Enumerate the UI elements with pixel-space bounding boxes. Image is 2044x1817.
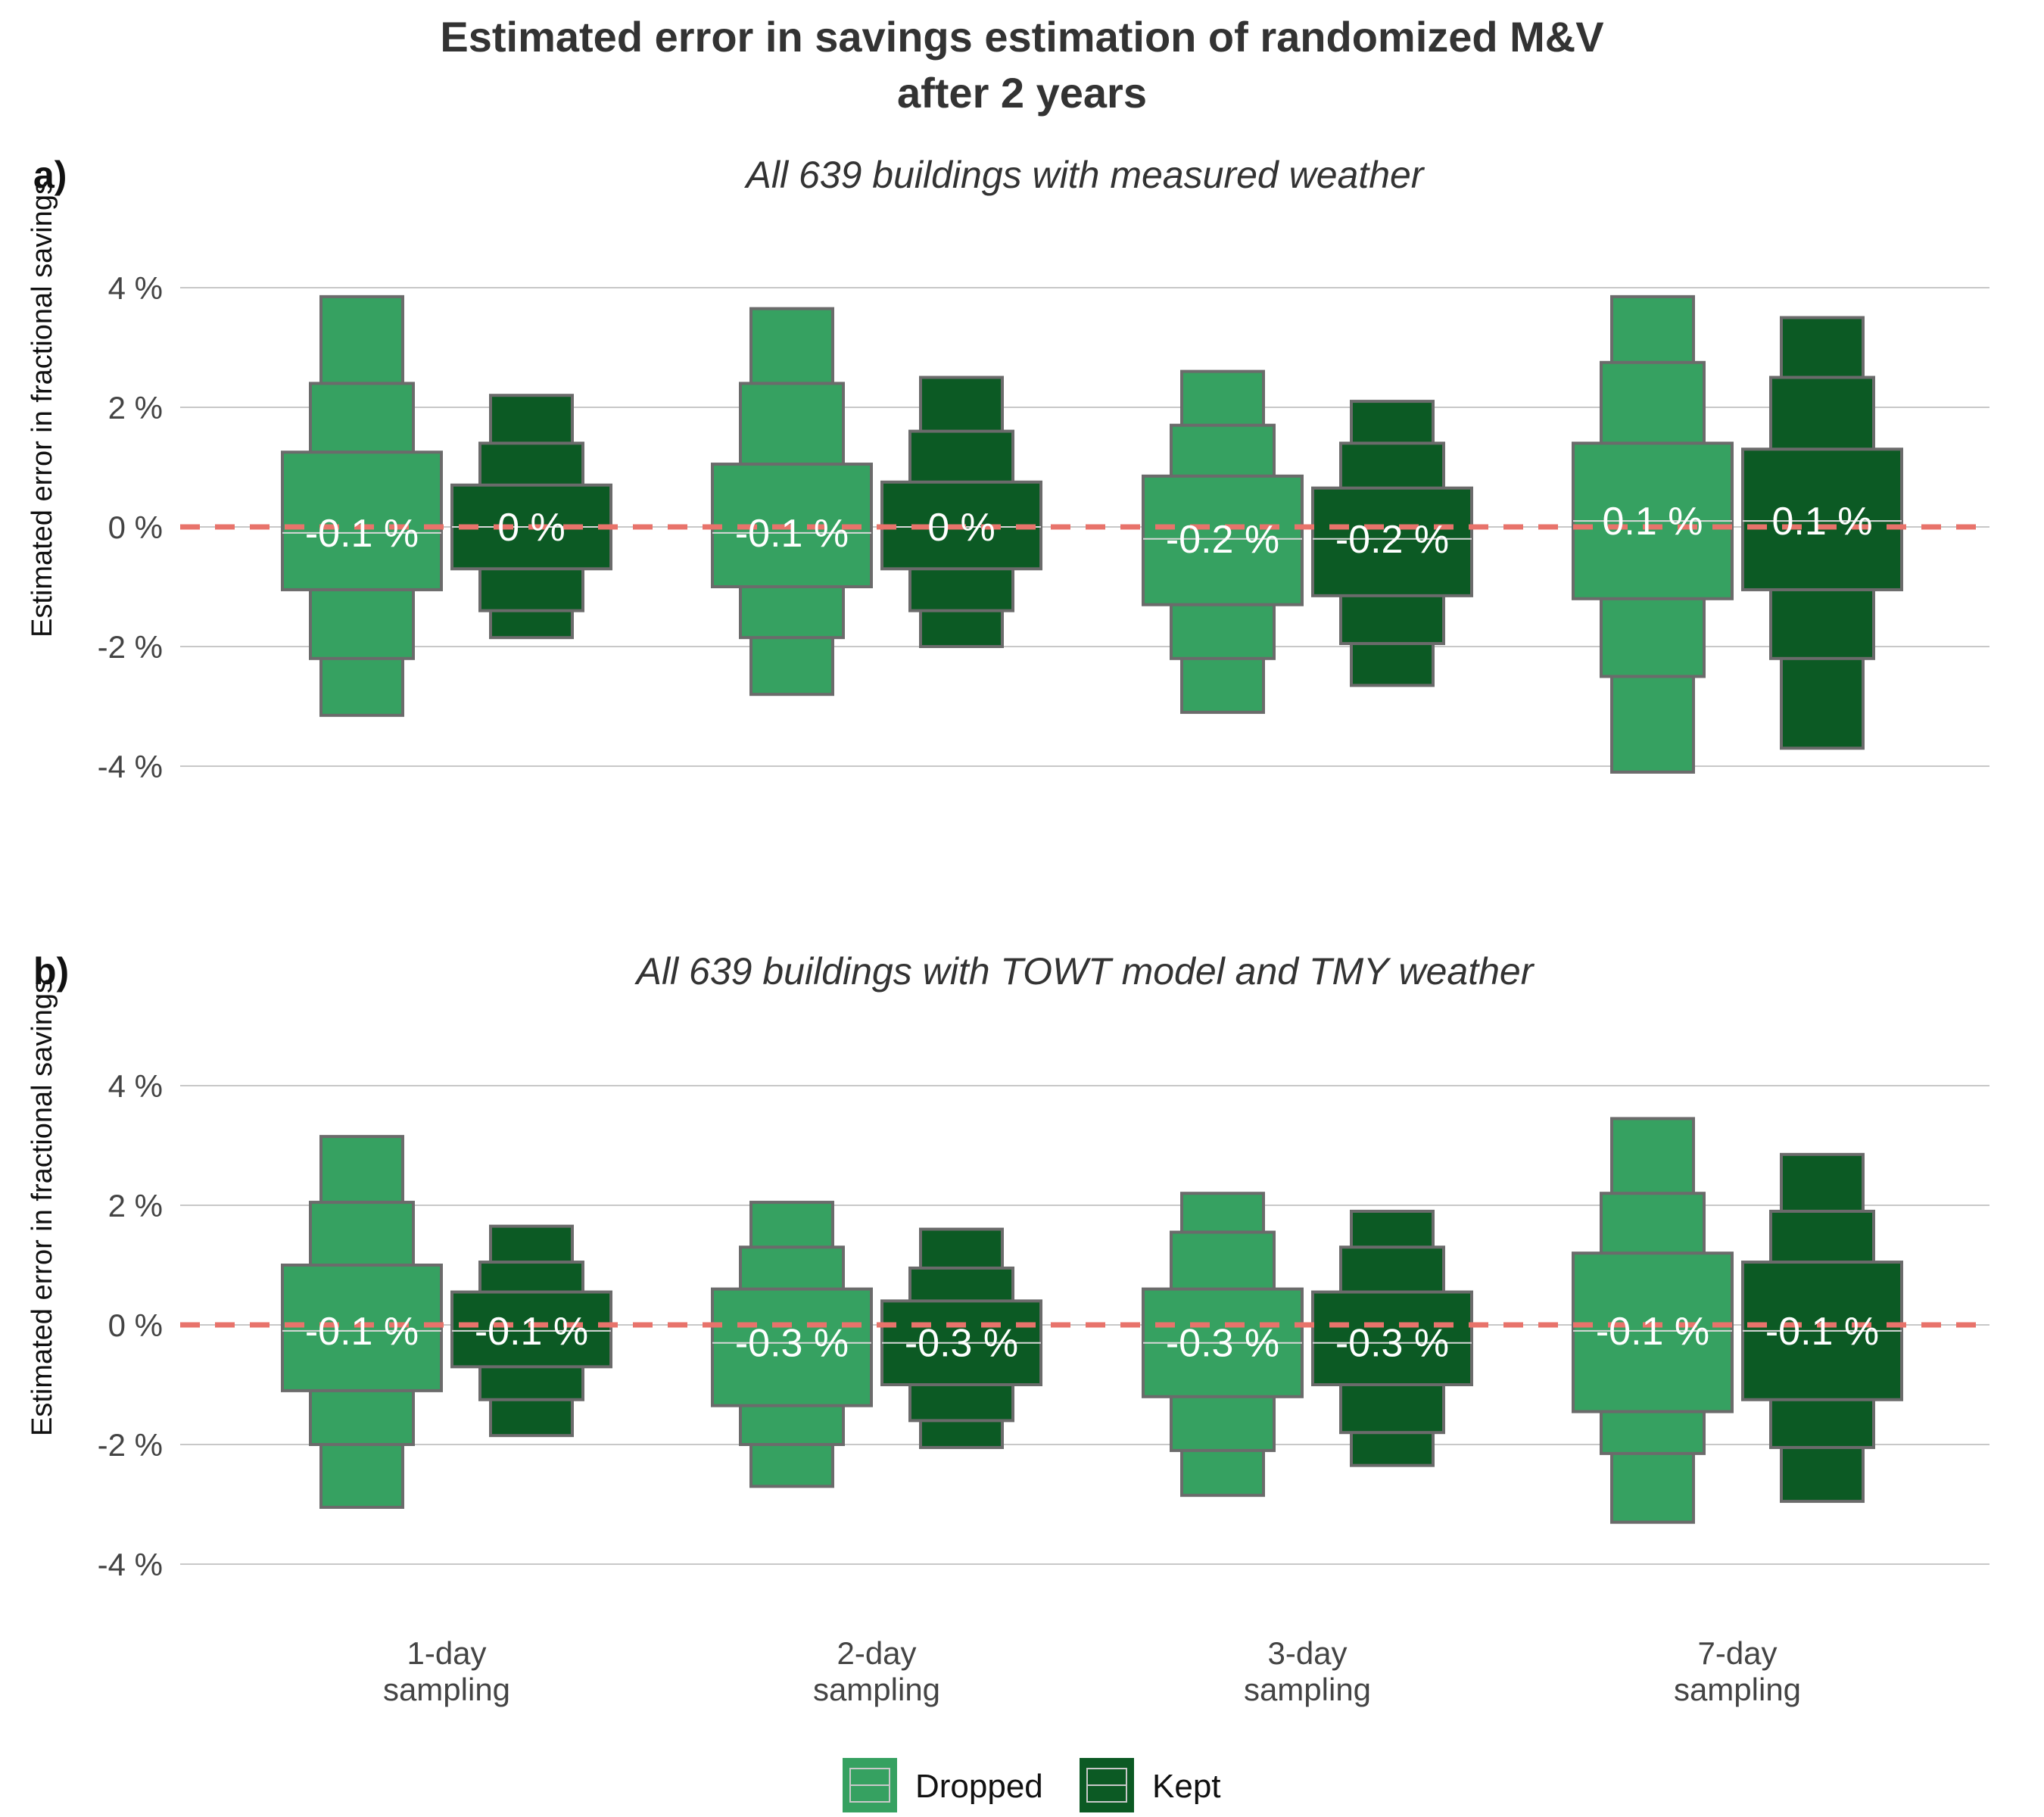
y-tick-label: -2 % bbox=[98, 1427, 163, 1463]
box-dropped-1 bbox=[281, 295, 443, 717]
box-level-1 bbox=[281, 1264, 443, 1392]
y-axis-label: Estimated error in fractional savings bbox=[26, 979, 58, 1436]
median-label: -0.2 % bbox=[1335, 518, 1449, 562]
box-level-1 bbox=[1311, 486, 1473, 597]
x-category-label: 1-day bbox=[407, 1635, 486, 1671]
y-tick-label: 4 % bbox=[108, 270, 163, 306]
box-kept-1 bbox=[450, 1224, 612, 1438]
chart-title-line2: after 2 years bbox=[897, 69, 1147, 117]
box-level-1 bbox=[450, 1290, 612, 1369]
y-tick-label: 2 % bbox=[108, 1188, 163, 1223]
median-label: 0 % bbox=[497, 506, 566, 550]
box-level-1 bbox=[1142, 474, 1304, 606]
box-dropped-2 bbox=[711, 1201, 873, 1488]
box-dropped-2 bbox=[711, 307, 873, 697]
box-kept-2 bbox=[880, 1227, 1042, 1449]
median-label: -0.1 % bbox=[305, 512, 419, 556]
median-label: -0.3 % bbox=[1166, 1322, 1279, 1366]
box-kept-3 bbox=[1311, 1209, 1473, 1467]
box-level-1 bbox=[711, 1287, 873, 1407]
panel-tag: b) bbox=[33, 950, 69, 993]
legend-swatch-dropped bbox=[843, 1758, 897, 1812]
median-label: -0.3 % bbox=[905, 1322, 1018, 1366]
chart-panel-b: b) All 639 buildings with TOWT model and … bbox=[26, 950, 1989, 1582]
y-tick-label: -4 % bbox=[98, 749, 163, 784]
box-dropped-1 bbox=[281, 1135, 443, 1509]
box-dropped-4 bbox=[1572, 295, 1734, 774]
panel-subtitle: All 639 buildings with TOWT model and TM… bbox=[634, 950, 1535, 993]
y-tick-label: -4 % bbox=[98, 1547, 163, 1582]
panel-subtitle: All 639 buildings with measured weather bbox=[744, 154, 1426, 196]
median-label: -0.2 % bbox=[1166, 518, 1279, 562]
box-kept-4 bbox=[1741, 1152, 1903, 1504]
chart-title-line1: Estimated error in savings estimation of… bbox=[440, 13, 1603, 61]
median-label: -0.1 % bbox=[305, 1310, 419, 1354]
box-dropped-3 bbox=[1142, 369, 1304, 714]
median-label: -0.3 % bbox=[735, 1322, 849, 1366]
y-axis-label: Estimated error in fractional savings bbox=[26, 180, 58, 637]
y-tick-label: 2 % bbox=[108, 390, 163, 425]
x-category-label: sampling bbox=[383, 1672, 510, 1707]
panels: a) All 639 buildings with measured weathe… bbox=[26, 154, 1989, 1707]
y-tick-label: -2 % bbox=[98, 629, 163, 665]
box-dropped-3 bbox=[1142, 1192, 1304, 1498]
median-label: -0.1 % bbox=[1765, 1310, 1879, 1354]
median-label: -0.1 % bbox=[475, 1310, 588, 1354]
x-category-label: 3-day bbox=[1267, 1635, 1347, 1671]
median-label: 0.1 % bbox=[1772, 500, 1873, 544]
legend-swatch-kept bbox=[1080, 1758, 1134, 1812]
box-level-1 bbox=[1741, 447, 1903, 591]
x-category-label: sampling bbox=[1674, 1672, 1801, 1707]
y-tick-label: 4 % bbox=[108, 1068, 163, 1104]
x-category-label: 7-day bbox=[1697, 1635, 1777, 1671]
panel-tag: a) bbox=[33, 154, 67, 196]
median-label: -0.1 % bbox=[735, 512, 849, 556]
legend: Dropped Kept bbox=[843, 1758, 1221, 1812]
median-label: -0.3 % bbox=[1335, 1322, 1449, 1366]
chart-panel-a: a) All 639 buildings with measured weathe… bbox=[26, 154, 1989, 784]
x-category-label: sampling bbox=[813, 1672, 940, 1707]
y-tick-label: 0 % bbox=[108, 1307, 163, 1343]
y-tick-label: 0 % bbox=[108, 510, 163, 545]
median-label: -0.1 % bbox=[1596, 1310, 1709, 1354]
median-label: 0.1 % bbox=[1603, 500, 1703, 544]
box-level-1 bbox=[1311, 1290, 1473, 1387]
median-label: 0 % bbox=[927, 506, 996, 550]
box-kept-4 bbox=[1741, 316, 1903, 750]
box-level-1 bbox=[281, 450, 443, 591]
x-category-label: sampling bbox=[1244, 1672, 1371, 1707]
box-kept-3 bbox=[1311, 400, 1473, 687]
legend-label-dropped: Dropped bbox=[915, 1768, 1043, 1805]
box-level-1 bbox=[1572, 1251, 1734, 1413]
x-category-label: 2-day bbox=[837, 1635, 916, 1671]
legend-label-kept: Kept bbox=[1152, 1768, 1221, 1805]
